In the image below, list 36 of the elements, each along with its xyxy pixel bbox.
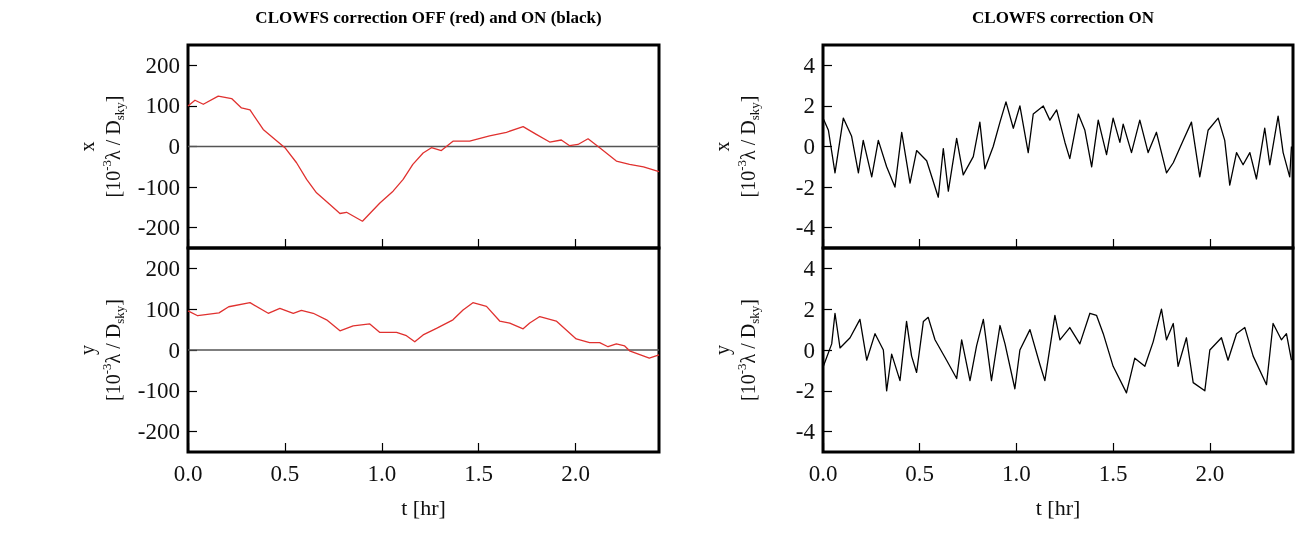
y-tick-label: 0 (803, 134, 815, 159)
y-tick-label: -4 (795, 215, 816, 241)
y-tick-label: -100 (137, 174, 180, 200)
y-tick-label: -200 (137, 419, 180, 445)
y-tick-label: 100 (145, 296, 180, 322)
x-tick-label: 0.5 (270, 461, 300, 486)
chart-title: CLOWFS correction ON (972, 8, 1155, 27)
x-tick-label: 0.5 (905, 461, 935, 486)
chart-title: CLOWFS correction OFF (red) and ON (black) (255, 8, 602, 27)
line-series (187, 302, 660, 359)
x-tick-label: 1.5 (1098, 461, 1128, 486)
y-tick-label: 4 (803, 255, 816, 281)
y-tick-label: 2 (803, 93, 815, 119)
x-tick-label: 1.0 (367, 461, 397, 486)
x-axis-title: t [hr] (1035, 494, 1081, 520)
x-tick-label: 1.5 (464, 461, 494, 486)
x-tick-label: 1.0 (1002, 461, 1031, 486)
y-tick-label: -2 (795, 378, 815, 404)
y-tick-label: 2 (803, 296, 815, 322)
line-series (187, 95, 660, 222)
y-tick-label: 200 (145, 52, 180, 78)
x-tick-label: 0.0 (808, 461, 838, 486)
y-tick-label: 4 (803, 52, 816, 78)
y-tick-label: 0 (803, 337, 815, 363)
x-tick-label: 2.0 (561, 461, 591, 486)
x-axis-title: t [hr] (401, 494, 446, 520)
y-tick-label: -100 (137, 378, 180, 404)
y-tick-label: 0 (168, 337, 180, 363)
y-tick-label: 200 (145, 255, 180, 281)
y-tick-label: 0 (168, 134, 180, 159)
x-tick-label: 0.0 (173, 461, 203, 486)
y-tick-label: -2 (795, 174, 815, 200)
y-tick-label: -4 (795, 419, 816, 445)
y-tick-label: -200 (137, 215, 180, 241)
y-tick-label: 100 (145, 93, 180, 119)
x-tick-label: 2.0 (1195, 461, 1225, 486)
